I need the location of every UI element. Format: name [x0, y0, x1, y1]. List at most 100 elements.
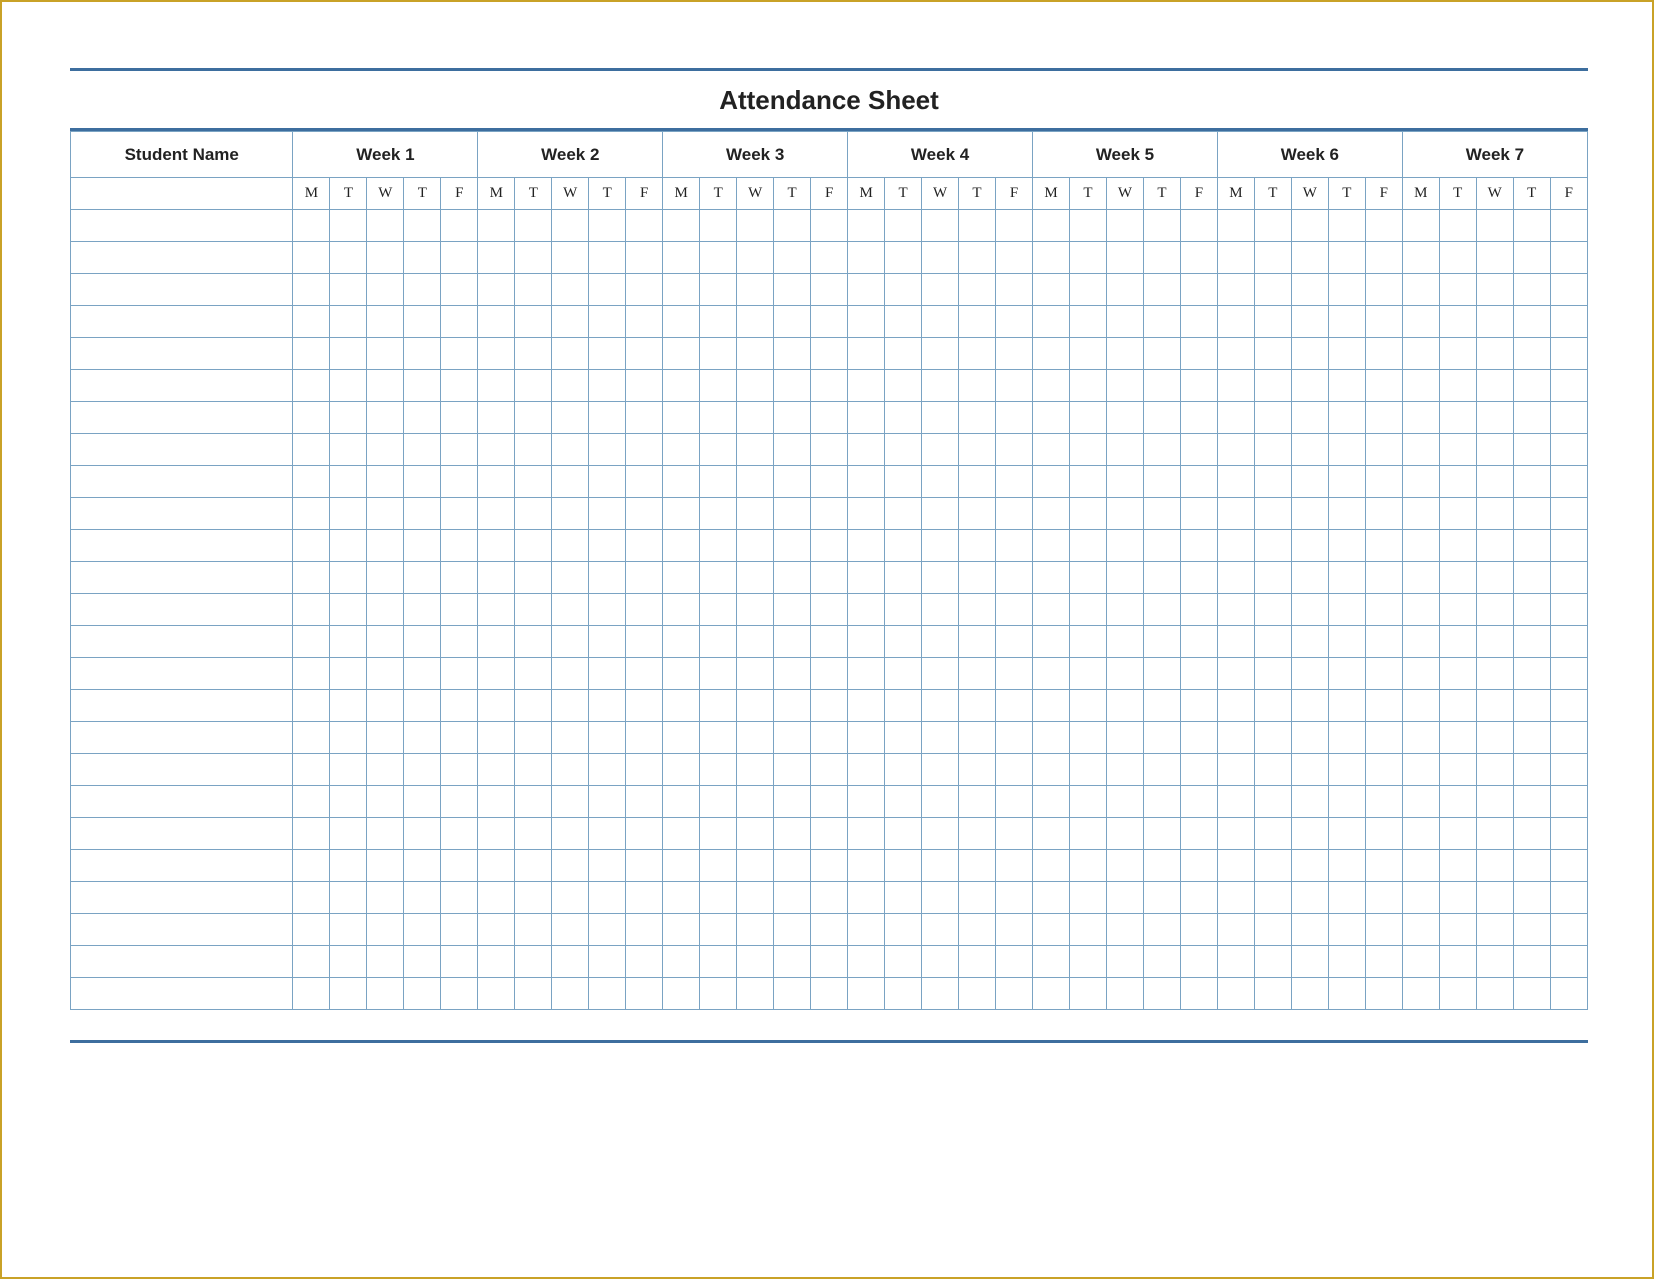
attendance-cell: [811, 306, 848, 338]
attendance-cell: [441, 882, 478, 914]
attendance-cell: [1217, 658, 1254, 690]
attendance-cell: [1180, 754, 1217, 786]
attendance-cell: [1106, 754, 1143, 786]
attendance-cell: [1069, 594, 1106, 626]
attendance-cell: [700, 210, 737, 242]
attendance-cell: [1069, 722, 1106, 754]
attendance-cell: [589, 850, 626, 882]
attendance-cell: [367, 530, 404, 562]
attendance-cell: [1291, 594, 1328, 626]
attendance-cell: [1291, 946, 1328, 978]
attendance-cell: [959, 274, 996, 306]
attendance-cell: [848, 626, 885, 658]
attendance-cell: [811, 402, 848, 434]
attendance-cell: [1291, 658, 1328, 690]
attendance-cell: [1254, 914, 1291, 946]
attendance-cell: [293, 978, 330, 1010]
attendance-cell: [1328, 242, 1365, 274]
attendance-cell: [552, 850, 589, 882]
attendance-cell: [1365, 850, 1402, 882]
attendance-cell: [1033, 658, 1070, 690]
attendance-cell: [1365, 818, 1402, 850]
attendance-cell: [1550, 210, 1587, 242]
attendance-cell: [1254, 850, 1291, 882]
attendance-cell: [552, 882, 589, 914]
attendance-cell: [1476, 754, 1513, 786]
attendance-cell: [1550, 338, 1587, 370]
attendance-cell: [589, 882, 626, 914]
attendance-cell: [1069, 466, 1106, 498]
attendance-cell: [515, 882, 552, 914]
attendance-cell: [811, 626, 848, 658]
attendance-cell: [1180, 466, 1217, 498]
attendance-cell: [367, 210, 404, 242]
attendance-cell: [922, 818, 959, 850]
attendance-cell: [1180, 530, 1217, 562]
attendance-cell: [589, 946, 626, 978]
attendance-cell: [293, 466, 330, 498]
attendance-cell: [1143, 466, 1180, 498]
attendance-cell: [1217, 978, 1254, 1010]
attendance-cell: [1069, 498, 1106, 530]
attendance-cell: [1143, 786, 1180, 818]
page-content: Attendance Sheet Student NameWeek 1Week …: [70, 68, 1588, 1043]
attendance-cell: [1254, 786, 1291, 818]
attendance-cell: [1217, 690, 1254, 722]
attendance-cell: [996, 498, 1033, 530]
attendance-cell: [1033, 690, 1070, 722]
name-cell: [71, 946, 293, 978]
attendance-cell: [774, 370, 811, 402]
attendance-cell: [1291, 402, 1328, 434]
attendance-cell: [367, 466, 404, 498]
attendance-cell: [293, 402, 330, 434]
attendance-cell: [1402, 658, 1439, 690]
attendance-cell: [737, 978, 774, 1010]
attendance-cell: [1069, 946, 1106, 978]
attendance-cell: [1106, 306, 1143, 338]
attendance-cell: [367, 754, 404, 786]
attendance-cell: [1439, 466, 1476, 498]
attendance-cell: [1291, 306, 1328, 338]
attendance-cell: [1291, 466, 1328, 498]
attendance-cell: [330, 402, 367, 434]
attendance-cell: [1180, 658, 1217, 690]
attendance-cell: [1402, 882, 1439, 914]
attendance-cell: [811, 978, 848, 1010]
attendance-cell: [663, 210, 700, 242]
attendance-cell: [1217, 338, 1254, 370]
attendance-cell: [404, 274, 441, 306]
attendance-cell: [848, 978, 885, 1010]
attendance-cell: [1476, 338, 1513, 370]
attendance-cell: [1550, 658, 1587, 690]
attendance-cell: [996, 754, 1033, 786]
attendance-cell: [515, 562, 552, 594]
attendance-cell: [663, 498, 700, 530]
attendance-cell: [367, 914, 404, 946]
attendance-cell: [478, 658, 515, 690]
attendance-cell: [515, 594, 552, 626]
attendance-cell: [737, 626, 774, 658]
attendance-cell: [1254, 690, 1291, 722]
attendance-cell: [700, 658, 737, 690]
attendance-cell: [959, 434, 996, 466]
attendance-cell: [1476, 882, 1513, 914]
attendance-cell: [848, 658, 885, 690]
name-cell: [71, 722, 293, 754]
attendance-cell: [552, 402, 589, 434]
attendance-cell: [1033, 338, 1070, 370]
attendance-cell: [885, 530, 922, 562]
attendance-cell: [811, 370, 848, 402]
attendance-cell: [1106, 978, 1143, 1010]
attendance-cell: [515, 722, 552, 754]
attendance-cell: [774, 722, 811, 754]
attendance-table: Student NameWeek 1Week 2Week 3Week 4Week…: [70, 131, 1588, 1010]
attendance-cell: [700, 754, 737, 786]
attendance-cell: [404, 242, 441, 274]
attendance-cell: [515, 786, 552, 818]
attendance-cell: [478, 850, 515, 882]
attendance-cell: [1180, 914, 1217, 946]
attendance-cell: [1365, 786, 1402, 818]
attendance-cell: [1106, 274, 1143, 306]
attendance-cell: [1033, 466, 1070, 498]
attendance-cell: [885, 594, 922, 626]
